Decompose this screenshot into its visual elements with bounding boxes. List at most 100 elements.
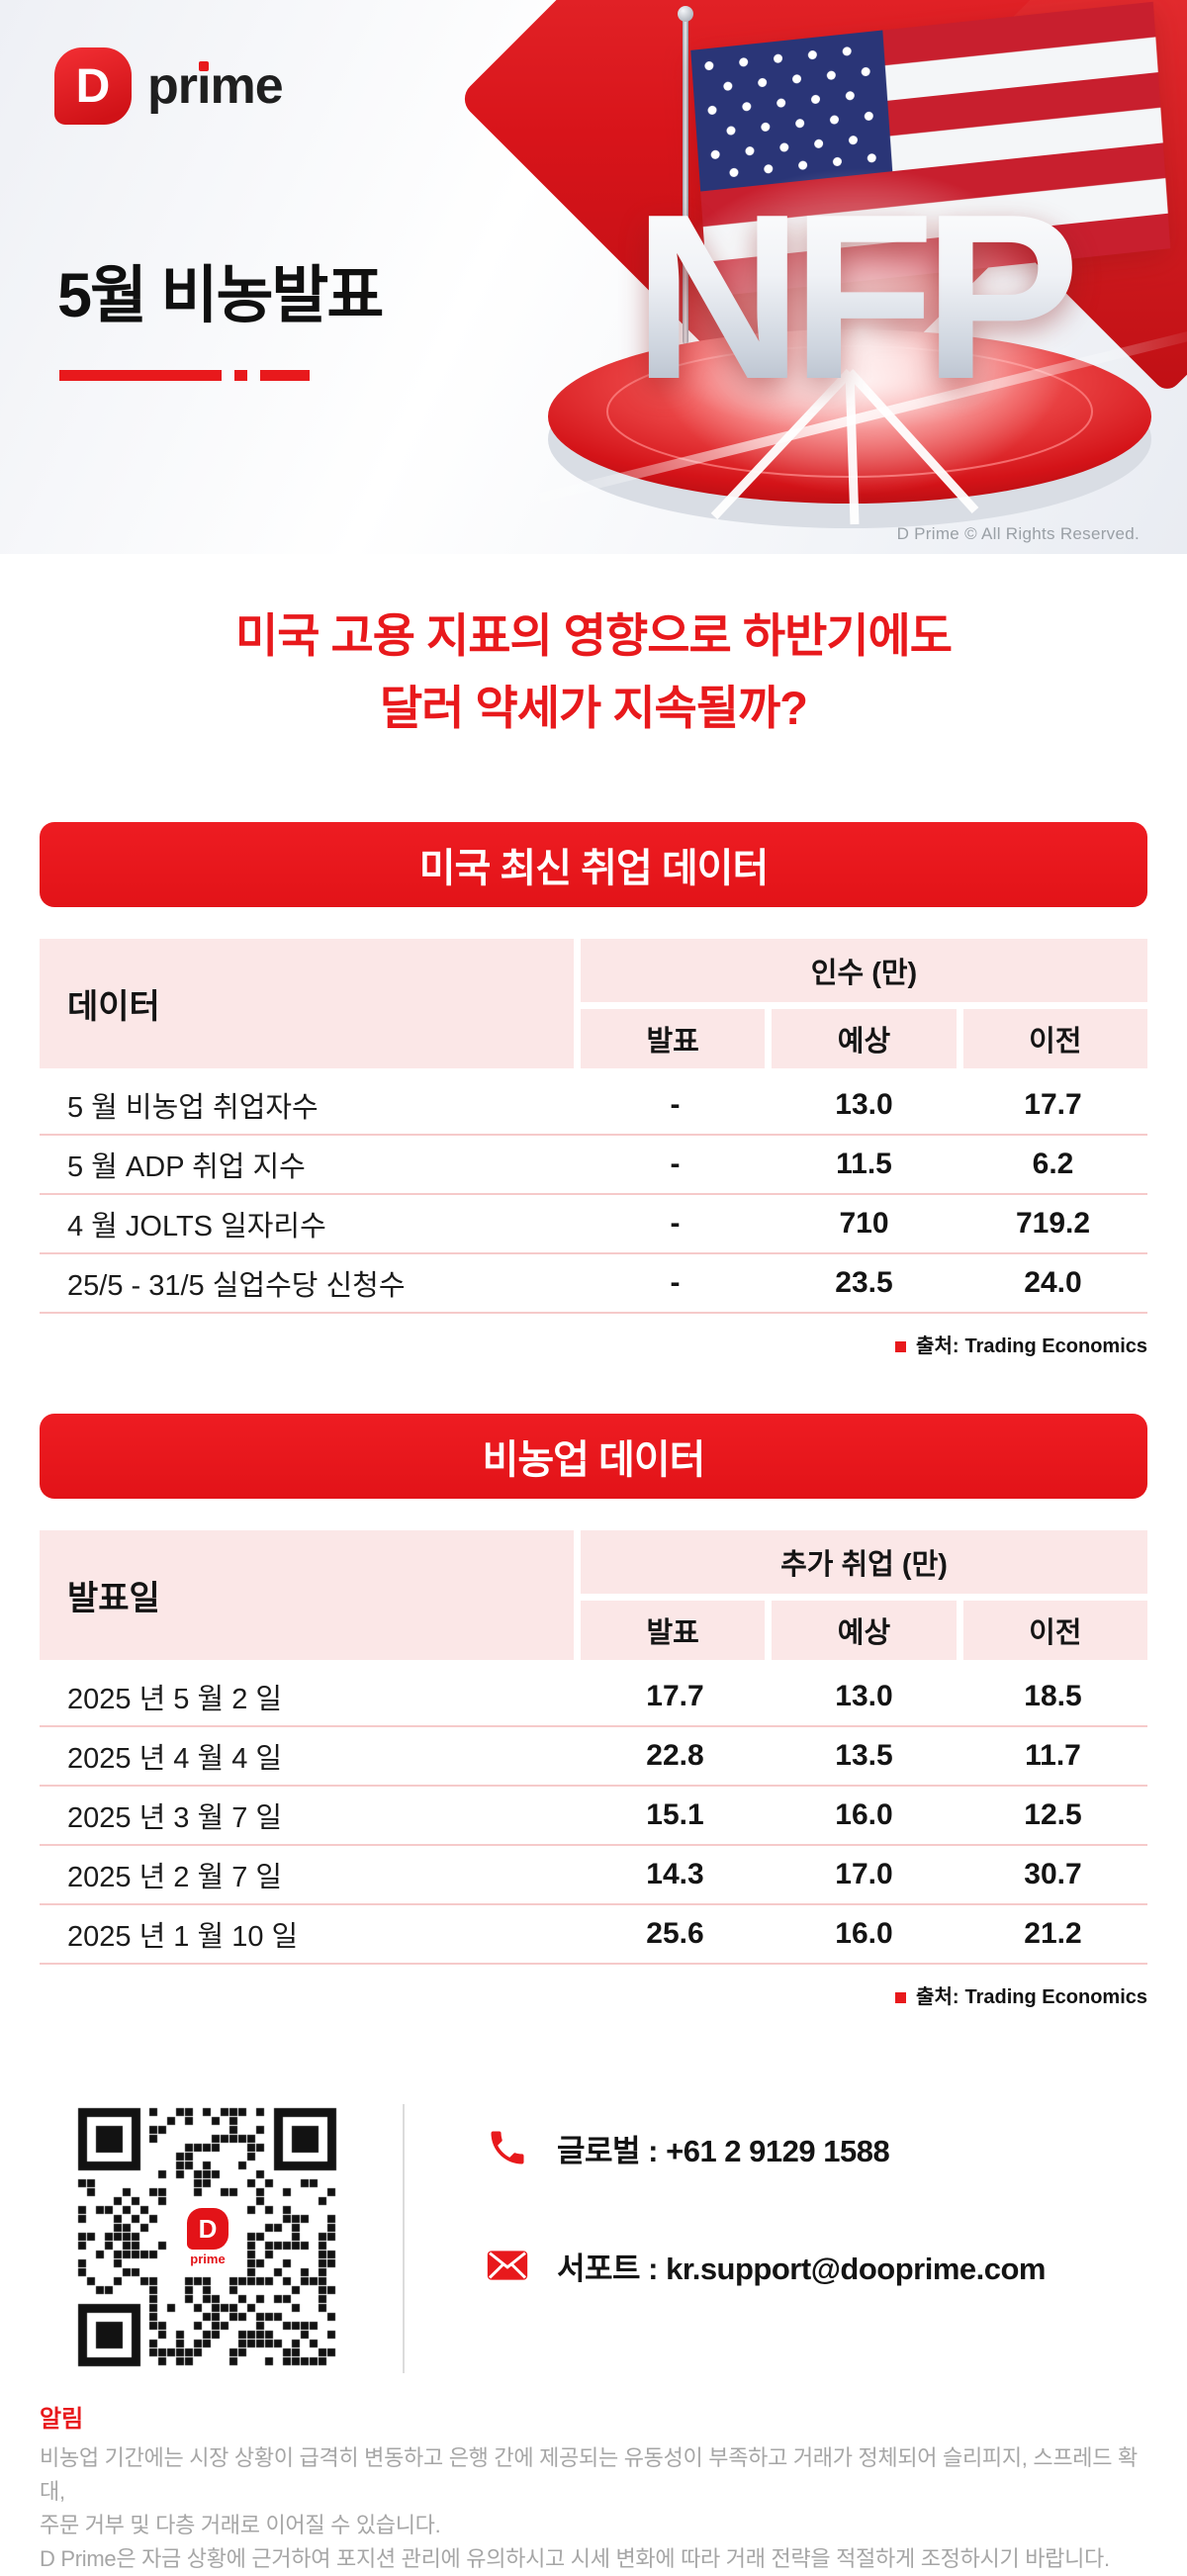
row-previous-value: 24.0 bbox=[1024, 1265, 1082, 1299]
nonfarm-data-section: 비농업 데이터 발표일 추가 취업 (만) 발표 예상 이전 2025 년 5 월 … bbox=[40, 1413, 1147, 2009]
contact-block: D prime 글로벌 : +61 2 9129 1588 서포트 : kr.s… bbox=[0, 2103, 1187, 2373]
row-label: 2025 년 3 월 7 일 bbox=[67, 1801, 283, 1834]
row-announced-value: 14.3 bbox=[646, 1857, 704, 1890]
row-expected-value: 13.5 bbox=[835, 1738, 893, 1772]
disclaimer-line: D Prime은 자금 상황에 근거하여 포지션 관리에 유의하시고 시세 변화… bbox=[40, 2545, 1110, 2571]
phone-number-text[interactable]: 글로벌 : +61 2 9129 1588 bbox=[557, 2133, 890, 2168]
row-announced-value: 25.6 bbox=[646, 1916, 704, 1950]
logo-text-pre: pr bbox=[147, 57, 198, 115]
headline-line-2: 달러 약세가 지속될까? bbox=[380, 682, 808, 735]
row-previous-value: 11.7 bbox=[1025, 1738, 1081, 1772]
nfp-3d-text: NFP bbox=[514, 180, 1187, 415]
table2-column-headers: 발표 예상 이전 bbox=[581, 1600, 1147, 1660]
row-label: 2025 년 5 월 2 일 bbox=[67, 1683, 283, 1715]
row-previous-value: 18.5 bbox=[1024, 1679, 1082, 1712]
qr-dprime-d-icon: D bbox=[187, 2208, 228, 2251]
table2-group-header: 추가 취업 (만) bbox=[581, 1529, 1147, 1594]
row-previous-value: 30.7 bbox=[1024, 1857, 1082, 1890]
section-banner-nonfarm: 비농업 데이터 bbox=[40, 1413, 1147, 1499]
row-label: 5 월 비농업 취업자수 bbox=[67, 1091, 319, 1124]
us-jobs-data-section: 미국 최신 취업 데이터 데이터 인수 (만) 발표 예상 이전 5 월 비농업 취… bbox=[40, 821, 1147, 1358]
source-value: Trading Economics bbox=[964, 1985, 1147, 2008]
row-previous-value: 719.2 bbox=[1015, 1206, 1091, 1240]
table-row: 2025 년 1 월 10 일 25.6 16.0 21.2 bbox=[40, 1905, 1147, 1965]
row-announced-value: - bbox=[670, 1206, 681, 1240]
row-expected-value: 23.5 bbox=[835, 1265, 893, 1299]
section-banner-us-jobs: 미국 최신 취업 데이터 bbox=[40, 821, 1147, 907]
support-email-text[interactable]: 서포트 : kr.support@dooprime.com bbox=[557, 2251, 1047, 2286]
row-previous-value: 6.2 bbox=[1032, 1147, 1074, 1180]
logo-text-post: me bbox=[210, 57, 283, 115]
headline-line-1: 미국 고용 지표의 영향으로 하반기에도 bbox=[234, 609, 953, 662]
light-glow-effect bbox=[643, 168, 1078, 495]
table1-column-header: 이전 bbox=[962, 1008, 1147, 1068]
table-row: 5 월 ADP 취업 지수 - 11.5 6.2 bbox=[40, 1136, 1147, 1195]
table2-header-right: 추가 취업 (만) 발표 예상 이전 bbox=[581, 1529, 1147, 1660]
table1-column-header: 발표 bbox=[581, 1008, 766, 1068]
dprime-logo-text: prıme bbox=[147, 56, 284, 116]
table-row: 2025 년 2 월 7 일 14.3 17.0 30.7 bbox=[40, 1846, 1147, 1905]
row-label: 25/5 - 31/5 실업수당 신청수 bbox=[67, 1269, 406, 1302]
underline-bar-short bbox=[260, 370, 310, 381]
table2-rows: 2025 년 5 월 2 일 17.7 13.0 18.5 2025 년 4 월… bbox=[40, 1668, 1147, 1965]
table-row: 2025 년 5 월 2 일 17.7 13.0 18.5 bbox=[40, 1668, 1147, 1727]
table1-header: 데이터 인수 (만) 발표 예상 이전 bbox=[40, 938, 1147, 1068]
table-row: 4 월 JOLTS 일자리수 - 710 719.2 bbox=[40, 1195, 1147, 1254]
disclaimer-title: 알림 bbox=[40, 2405, 84, 2433]
row-expected-value: 13.0 bbox=[835, 1679, 893, 1712]
row-label: 2025 년 2 월 7 일 bbox=[67, 1861, 283, 1893]
disclaimer-lines: 비농업 기간에는 시장 상황이 급격히 변동하고 은행 간에 제공되는 유동성이… bbox=[40, 2441, 1147, 2576]
table1-column-headers: 발표 예상 이전 bbox=[581, 1008, 1147, 1068]
qr-code: D prime bbox=[74, 2103, 341, 2371]
underline-bar-square bbox=[234, 370, 247, 381]
table2-column-header: 이전 bbox=[962, 1600, 1147, 1660]
source-label: 출처: bbox=[916, 1334, 959, 1357]
phone-row: 글로벌 : +61 2 9129 1588 bbox=[486, 2126, 1046, 2170]
main-headline: 미국 고용 지표의 영향으로 하반기에도 달러 약세가 지속될까? bbox=[0, 599, 1187, 745]
phone-icon bbox=[491, 2131, 524, 2164]
table1-header-right: 인수 (만) 발표 예상 이전 bbox=[581, 938, 1147, 1068]
hero-artwork: NFP bbox=[457, 0, 1187, 554]
source-bullet-icon bbox=[895, 1991, 907, 2003]
source-label: 출처: bbox=[916, 1985, 959, 2008]
table2-column-header: 발표 bbox=[581, 1600, 766, 1660]
table2-source: 출처: Trading Economics bbox=[40, 1980, 1147, 2009]
source-bullet-icon bbox=[895, 1340, 907, 1352]
row-announced-value: - bbox=[670, 1147, 681, 1180]
row-label: 5 월 ADP 취업 지수 bbox=[67, 1150, 306, 1183]
dprime-d-icon: D bbox=[54, 47, 132, 125]
row-announced-value: - bbox=[670, 1087, 681, 1121]
table2-row-header: 발표일 bbox=[40, 1529, 574, 1660]
dprime-logo: D prıme bbox=[54, 47, 284, 125]
row-expected-value: 17.0 bbox=[835, 1857, 893, 1890]
row-announced-value: 17.7 bbox=[646, 1679, 704, 1712]
mail-icon bbox=[487, 2251, 528, 2280]
row-expected-value: 16.0 bbox=[835, 1797, 893, 1831]
row-expected-value: 11.5 bbox=[836, 1147, 892, 1180]
table-row: 2025 년 3 월 7 일 15.1 16.0 12.5 bbox=[40, 1787, 1147, 1846]
qr-center-logo: D prime bbox=[171, 2198, 244, 2276]
row-label: 2025 년 4 월 4 일 bbox=[67, 1742, 283, 1775]
table-row: 2025 년 4 월 4 일 22.8 13.5 11.7 bbox=[40, 1727, 1147, 1787]
table1-column-header: 예상 bbox=[772, 1008, 957, 1068]
copyright-text: D Prime © All Rights Reserved. bbox=[896, 524, 1140, 543]
table1-row-header: 데이터 bbox=[40, 938, 574, 1068]
title-underline-decoration bbox=[59, 370, 310, 381]
logo-text-i: ı bbox=[197, 57, 211, 115]
row-previous-value: 12.5 bbox=[1024, 1797, 1082, 1831]
table-row: 5 월 비농업 취업자수 - 13.0 17.7 bbox=[40, 1076, 1147, 1136]
qr-dprime-text: prime bbox=[190, 2252, 226, 2267]
row-label: 2025 년 1 월 10 일 bbox=[67, 1920, 299, 1953]
table1-group-header: 인수 (만) bbox=[581, 938, 1147, 1002]
contact-details: 글로벌 : +61 2 9129 1588 서포트 : kr.support@d… bbox=[486, 2104, 1047, 2288]
row-label: 4 월 JOLTS 일자리수 bbox=[67, 1210, 326, 1242]
row-expected-value: 13.0 bbox=[835, 1087, 893, 1121]
underline-bar-long bbox=[59, 370, 222, 381]
disclaimer-footer: 알림 비농업 기간에는 시장 상황이 급격히 변동하고 은행 간에 제공되는 유… bbox=[40, 2399, 1147, 2576]
row-announced-value: - bbox=[670, 1265, 681, 1299]
hero-header: NFP D prıme 5월 비농발표 D Prime © All Rights… bbox=[0, 0, 1187, 554]
row-previous-value: 17.7 bbox=[1024, 1087, 1082, 1121]
row-announced-value: 15.1 bbox=[646, 1797, 704, 1831]
table2-column-header: 예상 bbox=[772, 1600, 957, 1660]
